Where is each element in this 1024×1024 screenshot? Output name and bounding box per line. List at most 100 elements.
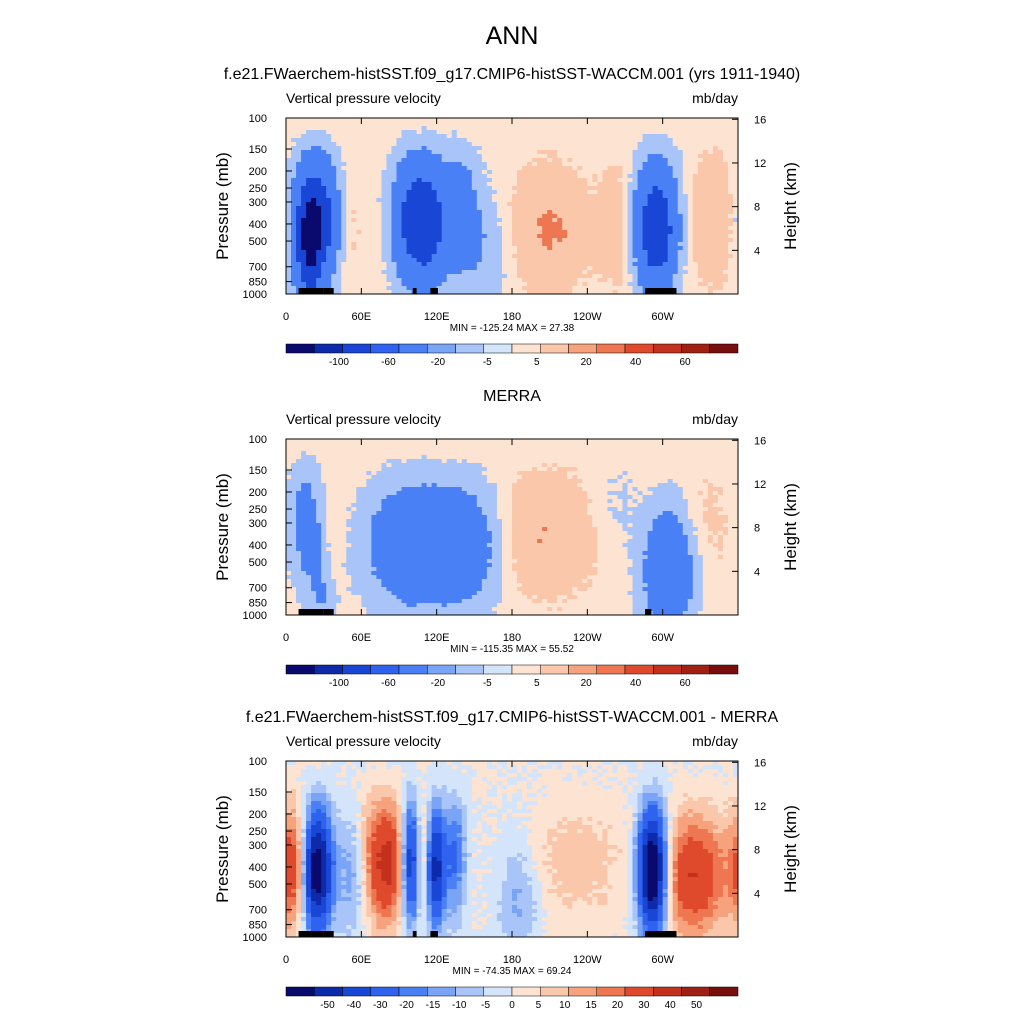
field-cell (577, 118, 583, 123)
field-cell (326, 210, 332, 215)
field-cell (296, 206, 302, 211)
field-cell (291, 242, 297, 247)
field-cell (697, 126, 704, 131)
field-cell (366, 451, 372, 456)
field-cell (486, 230, 493, 235)
field-cell (471, 242, 478, 247)
field-cell (647, 274, 654, 279)
field-cell (471, 266, 478, 271)
field-cell (672, 178, 679, 183)
field-cell (572, 214, 578, 219)
field-cell (587, 258, 593, 263)
field-cell (577, 182, 583, 187)
field-cell (577, 210, 583, 215)
field-cell (296, 535, 302, 540)
field-cell (532, 170, 538, 175)
field-cell (421, 182, 428, 187)
field-cell (592, 270, 598, 275)
colorbar-swatch (540, 343, 569, 354)
field-cell (577, 238, 583, 243)
field-cell (306, 535, 312, 540)
field-cell (291, 138, 297, 143)
field-cell (341, 599, 347, 604)
field-cell (547, 282, 553, 287)
field-cell (386, 214, 392, 219)
field-cell (371, 290, 377, 295)
field-cell (321, 122, 327, 127)
field-cell (351, 511, 357, 516)
field-cell (537, 122, 543, 127)
field-cell (702, 194, 709, 199)
field-cell (371, 443, 377, 448)
field-cell (582, 190, 588, 195)
field-cell (331, 130, 337, 135)
field-cell (642, 138, 648, 143)
field-cell (532, 190, 538, 195)
field-cell (316, 150, 322, 155)
field-cell (667, 210, 674, 215)
field-cell (396, 290, 402, 295)
field-cell (642, 154, 648, 159)
field-cell (456, 286, 463, 291)
field-cell (542, 154, 548, 159)
field-cell (466, 286, 473, 291)
field-cell (326, 166, 332, 171)
field-cell (466, 174, 473, 179)
field-cell (461, 246, 468, 251)
field-cell (522, 258, 528, 263)
field-cell (702, 230, 709, 235)
field-cell (366, 274, 372, 279)
field-cell (647, 170, 654, 175)
field-cell (612, 122, 618, 127)
field-cell (316, 563, 322, 568)
field-cell (356, 451, 362, 456)
field-cell (291, 547, 297, 552)
field-cell (366, 290, 372, 295)
field-cell (672, 242, 679, 247)
field-cell (396, 222, 402, 227)
field-cell (552, 214, 558, 219)
field-cell (306, 182, 312, 187)
field-cell (421, 154, 428, 159)
field-cell (301, 603, 307, 608)
field-cell (386, 266, 392, 271)
field-cell (296, 499, 302, 504)
field-cell (501, 242, 508, 247)
field-cell (331, 567, 337, 572)
field-cell (336, 543, 342, 548)
field-cell (527, 154, 533, 159)
field-cell (286, 198, 292, 203)
field-cell (677, 270, 684, 275)
field-cell (301, 186, 307, 191)
field-cell (331, 507, 337, 512)
field-cell (727, 218, 734, 223)
field-cell (557, 250, 563, 255)
field-cell (376, 551, 382, 556)
field-cell (371, 591, 377, 596)
field-cell (366, 511, 372, 516)
field-cell (296, 515, 302, 520)
field-cell (637, 226, 643, 231)
field-cell (657, 142, 664, 147)
field-cell (416, 206, 422, 211)
field-cell (687, 226, 694, 231)
field-cell (717, 190, 724, 195)
field-cell (712, 158, 719, 163)
field-cell (326, 579, 332, 584)
field-cell (592, 234, 598, 239)
field-cell (632, 126, 638, 131)
field-cell (501, 250, 508, 255)
field-cell (326, 254, 332, 259)
field-cell (316, 579, 322, 584)
field-cell (597, 166, 603, 171)
field-cell (577, 134, 583, 139)
field-cell (527, 258, 533, 263)
field-cell (697, 182, 704, 187)
field-cell (722, 242, 729, 247)
field-cell (371, 250, 377, 255)
field-cell (391, 138, 397, 143)
field-cell (517, 258, 523, 263)
field-cell (331, 535, 337, 540)
field-cell (401, 126, 407, 131)
field-cell (301, 551, 307, 556)
